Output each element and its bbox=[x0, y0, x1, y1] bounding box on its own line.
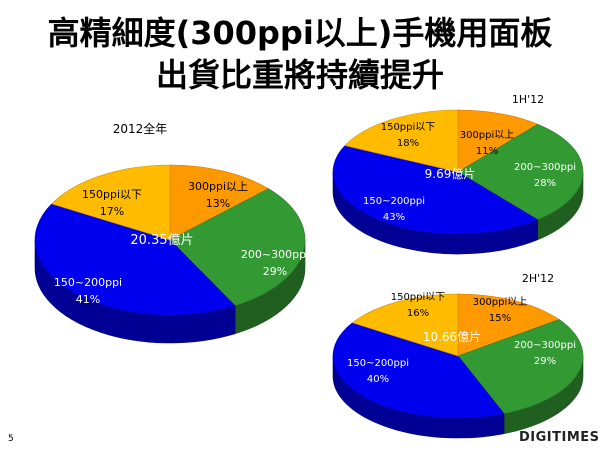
pie-0-value-3: 17% bbox=[100, 205, 124, 218]
pie-2-slice-0 bbox=[457, 293, 560, 357]
pie-1-value-1: 28% bbox=[534, 178, 556, 189]
pie-2-center-label: 10.66億片 bbox=[423, 330, 481, 344]
pie-0-value-2: 41% bbox=[76, 293, 100, 306]
pie-0-label-0: 300ppi以上 bbox=[188, 180, 248, 193]
pie-2-label-3: 150ppi以下 bbox=[391, 292, 446, 303]
pie-0-title: 2012全年 bbox=[113, 121, 168, 136]
pie-1-title: 1H'12 bbox=[512, 93, 544, 106]
pie-1-label-3: 150ppi以下 bbox=[381, 122, 436, 133]
pie-0-slice-2 bbox=[34, 203, 236, 316]
pie-1-value-0: 11% bbox=[476, 146, 498, 157]
pie-0-value-1: 29% bbox=[263, 265, 287, 278]
pie-0-label-3: 150ppi以下 bbox=[82, 188, 142, 201]
page-number: 5 bbox=[8, 434, 14, 444]
pie-1-label-1: 200~300ppi bbox=[514, 162, 576, 173]
pie-2-slice-3 bbox=[351, 293, 459, 357]
pie-1-slice-3 bbox=[344, 109, 459, 173]
pie-1-label-0: 300ppi以上 bbox=[460, 129, 515, 141]
pie-1-label-2: 150~200ppi bbox=[363, 196, 425, 207]
pie-1-slice-0 bbox=[457, 109, 539, 173]
pie-0-value-0: 13% bbox=[206, 197, 230, 210]
pie-chart-2: 2H'12 300ppi以上 15% 200~300ppi 29% 150~200ppi 4… bbox=[332, 272, 584, 439]
pie-2-slice-2 bbox=[332, 322, 505, 419]
pie-2-value-1: 29% bbox=[534, 356, 556, 367]
pie-chart-1: 1H'12 300ppi以上 11% 200~300ppi 28% 150~200ppi 4… bbox=[332, 93, 584, 255]
pie-2-value-2: 40% bbox=[367, 374, 389, 385]
pie-2-slice-1 bbox=[457, 319, 584, 414]
slide-title-line1: 高精細度(300ppi以上)手機用面板 bbox=[47, 14, 553, 52]
pie-0-slice-3 bbox=[51, 164, 171, 241]
pie-0-slice-1 bbox=[169, 188, 306, 307]
pie-1-slice-1 bbox=[457, 123, 584, 221]
pie-1-value-3: 18% bbox=[397, 138, 419, 149]
pie-1-value-2: 43% bbox=[383, 212, 405, 223]
pie-0-label-2: 150~200ppi bbox=[54, 276, 122, 289]
digitimes-logo: DIGITIMES bbox=[519, 430, 600, 445]
pie-0-label-1: 200~300ppi bbox=[241, 248, 309, 261]
pie-chart-0: 2012全年 300ppi以上 13% 200~300ppi 29% 150~200ppi… bbox=[34, 121, 309, 344]
pie-1-slice-2 bbox=[332, 145, 539, 235]
pie-0-center-label: 20.35億片 bbox=[130, 232, 193, 248]
pie-2-label-2: 150~200ppi bbox=[347, 358, 409, 369]
pie-2-value-3: 16% bbox=[407, 308, 429, 319]
pie-2-title: 2H'12 bbox=[522, 272, 554, 285]
slide-title-line2: 出貨比重將持續提升 bbox=[155, 56, 444, 94]
pie-1-center-label: 9.69億片 bbox=[425, 167, 476, 181]
pie-0-slice-0 bbox=[169, 164, 270, 241]
pie-2-value-0: 15% bbox=[489, 313, 511, 324]
pie-2-label-1: 200~300ppi bbox=[514, 340, 576, 351]
pie-2-label-0: 300ppi以上 bbox=[473, 296, 528, 308]
